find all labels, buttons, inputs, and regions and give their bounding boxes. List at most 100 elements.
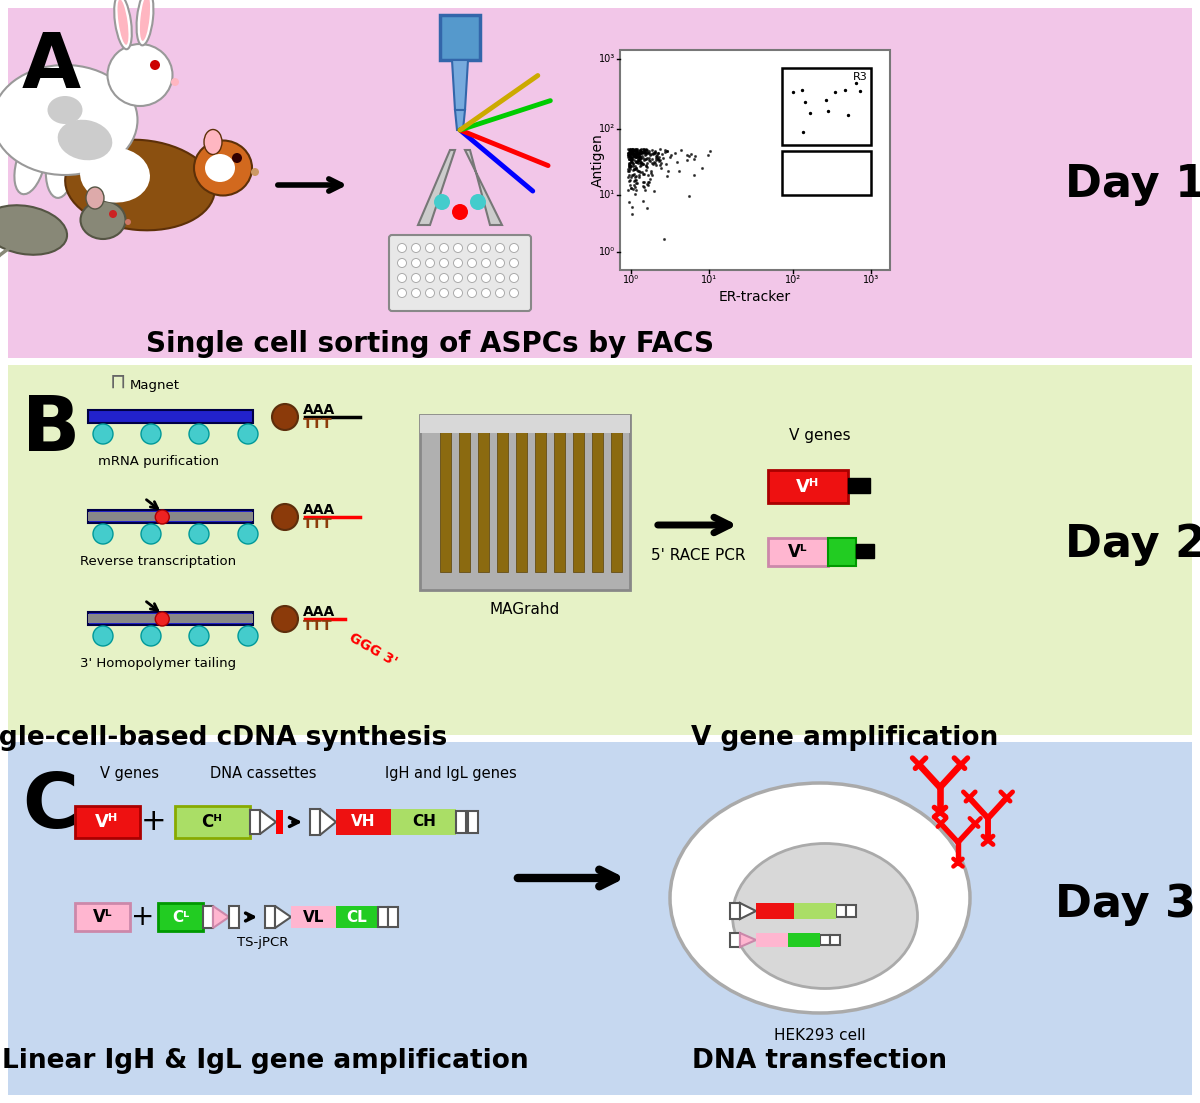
Point [624,146,643,163]
Ellipse shape [0,205,67,255]
Point [619,144,638,162]
Point [626,181,646,199]
FancyBboxPatch shape [74,806,140,838]
Point [644,154,664,172]
Circle shape [397,258,407,268]
Point [620,149,640,167]
Point [646,147,665,164]
Circle shape [272,404,298,430]
Point [630,149,649,167]
Polygon shape [418,150,455,225]
Point [641,164,660,182]
Circle shape [190,424,209,445]
Point [640,143,659,161]
FancyBboxPatch shape [788,933,820,947]
FancyBboxPatch shape [620,50,890,270]
Point [638,173,658,191]
Point [794,94,814,111]
Text: 10³: 10³ [863,275,880,285]
Point [625,146,644,163]
Point [630,143,649,161]
Point [660,148,679,165]
Point [619,148,638,165]
Circle shape [142,524,161,544]
FancyBboxPatch shape [276,810,283,834]
Circle shape [155,612,169,627]
Circle shape [272,606,298,632]
Point [618,146,637,163]
Circle shape [496,274,504,282]
Point [619,150,638,168]
Point [623,144,642,162]
Point [628,152,647,170]
FancyBboxPatch shape [389,235,530,311]
Ellipse shape [670,783,970,1013]
Point [631,144,650,162]
Point [622,150,641,168]
Point [628,174,647,192]
Point [624,141,643,159]
Circle shape [272,504,298,531]
Text: V gene amplification: V gene amplification [691,725,998,751]
Polygon shape [830,935,840,945]
Ellipse shape [14,136,46,194]
Point [623,150,642,168]
Point [630,148,649,165]
FancyBboxPatch shape [8,742,1192,1095]
Text: Day 3~6: Day 3~6 [1055,884,1200,927]
Circle shape [150,60,160,69]
Circle shape [251,168,259,176]
Point [635,143,654,161]
Circle shape [439,258,449,268]
Point [640,147,659,164]
Circle shape [452,204,468,219]
Point [635,140,654,158]
Circle shape [397,289,407,298]
FancyBboxPatch shape [440,15,480,60]
Point [628,140,647,158]
Point [620,154,640,172]
Text: R3: R3 [853,72,868,82]
Point [640,149,659,167]
Point [625,171,644,189]
Circle shape [109,210,118,218]
Point [679,147,698,164]
Circle shape [190,524,209,544]
Text: Linear IgH & IgL gene amplification: Linear IgH & IgL gene amplification [1,1048,528,1074]
Point [624,146,643,163]
Point [620,150,640,168]
Circle shape [412,244,420,253]
Point [624,147,643,164]
Point [631,141,650,159]
Point [622,180,641,197]
Polygon shape [740,903,756,919]
Point [619,167,638,184]
FancyBboxPatch shape [391,808,456,835]
Point [643,143,662,161]
Ellipse shape [140,0,150,41]
Point [648,144,667,162]
Point [619,157,638,174]
Point [648,146,667,163]
Point [629,154,648,172]
Text: AAA: AAA [302,503,335,517]
Text: 10²: 10² [599,125,616,135]
Text: B: B [22,393,80,467]
Circle shape [412,274,420,282]
Circle shape [481,289,491,298]
Text: A: A [22,30,82,104]
Point [620,143,640,161]
Circle shape [454,289,462,298]
Point [631,144,650,162]
Point [647,148,666,165]
Point [642,144,661,162]
FancyBboxPatch shape [8,365,1192,735]
Point [624,147,643,164]
Point [629,142,648,160]
Point [641,152,660,170]
Point [637,154,656,172]
Point [626,143,646,161]
Point [635,144,654,162]
Text: TS-jPCR: TS-jPCR [238,936,289,949]
Point [653,146,672,163]
